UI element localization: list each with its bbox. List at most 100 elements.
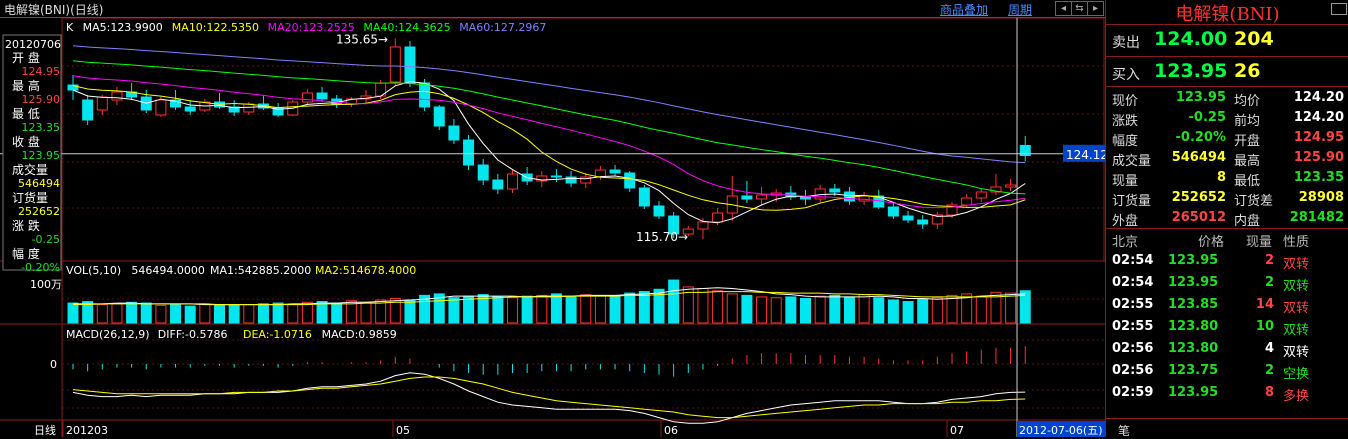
candle-body bbox=[507, 173, 518, 190]
info-label: 幅 度 bbox=[12, 246, 40, 261]
candle-body bbox=[243, 103, 255, 113]
volume-bar bbox=[550, 293, 562, 324]
tick-price: 123.80 bbox=[1168, 319, 1219, 334]
volume-bar bbox=[521, 295, 533, 324]
volume-bar bbox=[843, 296, 855, 324]
candle-body bbox=[492, 179, 504, 190]
volume-bar bbox=[331, 302, 343, 324]
info-label: 涨 跌 bbox=[12, 218, 40, 233]
legend-ma40: MA40:124.3625 bbox=[363, 21, 450, 34]
candle-body bbox=[609, 169, 621, 174]
prev-icon[interactable]: ◂ bbox=[1055, 1, 1072, 16]
volume-bar bbox=[800, 297, 811, 324]
quote-value: 28908 bbox=[1298, 190, 1344, 205]
next-icon[interactable]: ▸ bbox=[1087, 1, 1104, 16]
kline-chart[interactable]: 124.12 135.65→ 115.70→ K MA5:123.9900 MA10:12… bbox=[0, 18, 1105, 437]
date-tag: 2012-07-06(五) bbox=[1019, 424, 1103, 437]
candle-body bbox=[404, 46, 416, 84]
legend-ma60: MA60:127.2967 bbox=[459, 21, 546, 34]
buy-price: 123.95 bbox=[1154, 60, 1228, 82]
tick-price: 123.85 bbox=[1168, 297, 1219, 312]
quote-label: 前均 bbox=[1234, 114, 1261, 129]
vol-legend-v: 546494.0000 bbox=[131, 264, 204, 277]
volume-bar bbox=[126, 301, 138, 324]
info-label: 最 低 bbox=[12, 107, 40, 121]
tick-nature: 多换 bbox=[1283, 389, 1310, 404]
candle-body bbox=[565, 176, 577, 184]
volume-bar bbox=[1019, 290, 1031, 324]
price-tag-bg bbox=[1063, 144, 1105, 162]
candle-body bbox=[433, 106, 445, 127]
quote-label: 订货量 bbox=[1112, 194, 1152, 209]
volume-bar bbox=[975, 295, 987, 324]
info-label: 订货量 bbox=[12, 190, 48, 205]
volume-bar bbox=[814, 295, 826, 324]
quote-row: 幅度 -0.20% 开盘 124.95 bbox=[1106, 128, 1348, 149]
volume-bar bbox=[712, 290, 724, 324]
info-date: 20120706 bbox=[5, 38, 61, 51]
quote-value: 265012 bbox=[1171, 210, 1226, 225]
volume-bar bbox=[477, 294, 489, 324]
quote-label: 开盘 bbox=[1234, 134, 1261, 149]
tick-nature: 双转 bbox=[1283, 279, 1310, 294]
candle-body bbox=[550, 175, 562, 178]
tick-nature: 空换 bbox=[1283, 367, 1310, 382]
quote-value: 124.95 bbox=[1293, 130, 1344, 145]
info-label: 收 盘 bbox=[12, 134, 40, 149]
volume-bar bbox=[155, 304, 167, 324]
tick-row: 02:59 123.95 8 多换 bbox=[1106, 384, 1348, 404]
volume-bar bbox=[580, 294, 592, 324]
close-icon[interactable] bbox=[1331, 3, 1347, 15]
axis-label: 201203 bbox=[66, 424, 108, 437]
period-link[interactable]: 周期 bbox=[1008, 3, 1033, 17]
volume-bar bbox=[917, 298, 929, 324]
legend-ma5: MA5:123.9900 bbox=[83, 21, 163, 34]
candle-body bbox=[82, 99, 94, 121]
volume-bar bbox=[375, 299, 387, 324]
quote-title: 电解镍(BNI) bbox=[1175, 4, 1280, 25]
overlay-link[interactable]: 商品叠加 bbox=[940, 3, 989, 17]
tab-ticks[interactable]: 笔 bbox=[1118, 424, 1131, 438]
info-value: 124.95 bbox=[22, 65, 61, 78]
period-label: 日线 bbox=[34, 423, 56, 437]
quote-row: 现价 123.95 均价 124.20 bbox=[1106, 88, 1348, 109]
volume-bar bbox=[199, 303, 211, 324]
tick-volume: 14 bbox=[1255, 297, 1274, 312]
price-tag: 124.12 bbox=[1066, 148, 1105, 162]
candle-body bbox=[800, 196, 811, 200]
sell-label: 卖出 bbox=[1112, 35, 1140, 51]
volume-bar bbox=[214, 304, 225, 324]
candle-body bbox=[316, 92, 328, 100]
info-value: 252652 bbox=[18, 205, 60, 218]
volume-bar bbox=[463, 295, 475, 324]
quote-label: 成交量 bbox=[1112, 154, 1152, 169]
volume-bar bbox=[697, 288, 709, 324]
candle-body bbox=[756, 194, 768, 200]
macd-legend-name: MACD(26,12,9) bbox=[66, 328, 150, 341]
quote-value: 123.35 bbox=[1293, 170, 1344, 185]
legend-ma10: MA10:122.5350 bbox=[172, 21, 259, 34]
candle-body bbox=[389, 46, 401, 83]
candle-body bbox=[931, 214, 943, 225]
quote-value: 124.20 bbox=[1293, 90, 1344, 105]
tick-nature: 双转 bbox=[1283, 323, 1310, 338]
tick-time: 02:54 bbox=[1112, 275, 1154, 290]
candle-body bbox=[638, 187, 650, 207]
candle-body bbox=[697, 221, 709, 230]
macd-legend-macd: MACD:0.9859 bbox=[322, 328, 397, 341]
volume-bar bbox=[404, 299, 416, 324]
volume-bar bbox=[931, 297, 943, 324]
tick-time: 02:56 bbox=[1112, 341, 1154, 356]
volume-bar bbox=[741, 294, 753, 324]
volume-bar bbox=[345, 300, 357, 324]
quote-value: 546494 bbox=[1171, 150, 1226, 165]
quote-value: 124.20 bbox=[1293, 110, 1344, 125]
tick-row: 02:56 123.80 4 双转 bbox=[1106, 340, 1348, 360]
high-annotation: 135.65→ bbox=[336, 33, 388, 47]
swap-icon[interactable]: ⇆ bbox=[1071, 1, 1088, 16]
tick-volume: 8 bbox=[1264, 385, 1274, 400]
volume-bar bbox=[360, 301, 372, 324]
candle-body bbox=[887, 206, 899, 217]
ma40-line bbox=[72, 60, 1026, 195]
candle-body bbox=[463, 139, 475, 166]
